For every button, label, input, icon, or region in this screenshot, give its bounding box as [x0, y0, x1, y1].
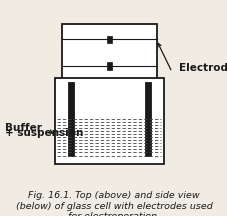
Bar: [106, 36, 112, 43]
Text: Fig. 16.1. Top (above) and side view
(below) of glass cell with electrodes used
: Fig. 16.1. Top (above) and side view (be…: [16, 191, 211, 216]
Bar: [144, 82, 150, 156]
Text: + suspension: + suspension: [5, 128, 83, 138]
Text: Electrode: Electrode: [178, 63, 227, 73]
Bar: [68, 82, 74, 156]
Bar: [106, 62, 112, 70]
Bar: [61, 24, 157, 80]
Bar: [54, 78, 163, 164]
Text: Buffer: Buffer: [5, 123, 41, 133]
